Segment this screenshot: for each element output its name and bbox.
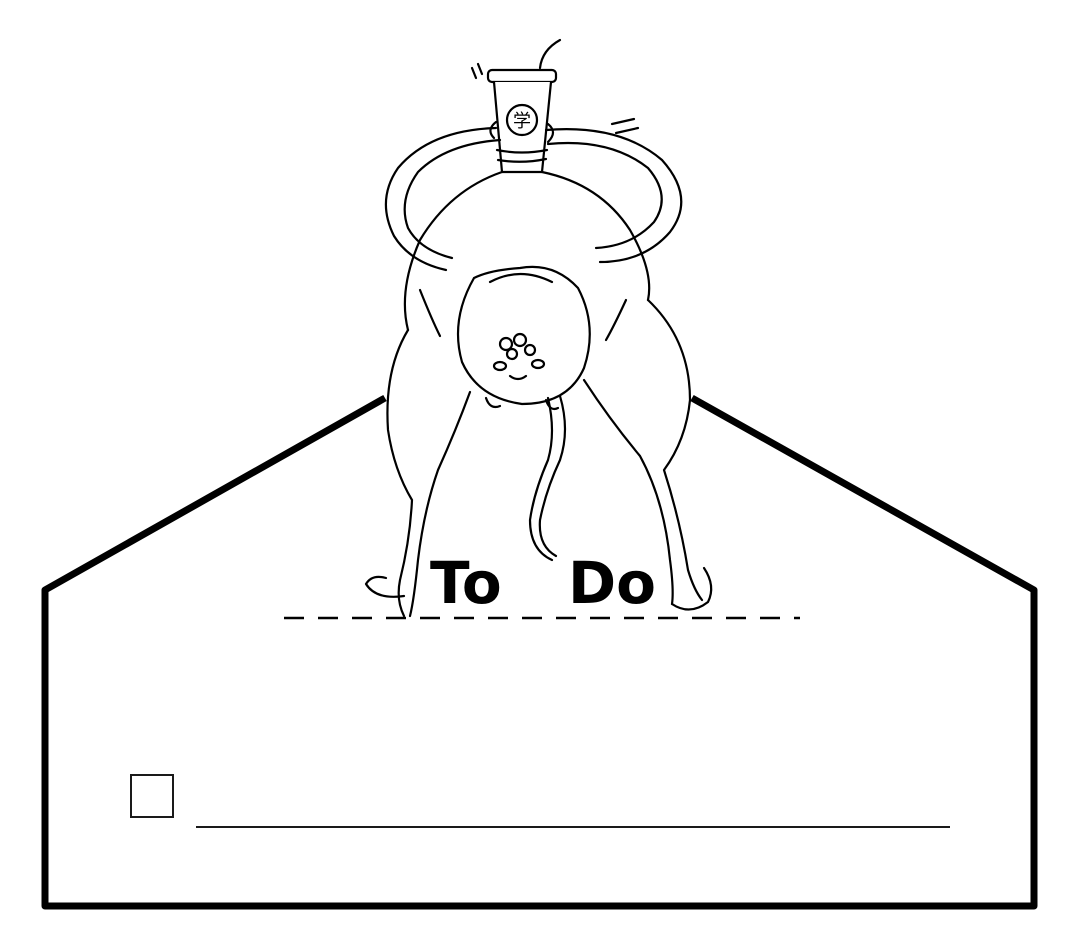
heading-word-to: To bbox=[430, 549, 502, 617]
torso bbox=[403, 170, 504, 332]
cup-head bbox=[470, 38, 640, 174]
task-checkbox[interactable] bbox=[130, 774, 174, 818]
task-entry-input[interactable] bbox=[196, 808, 950, 828]
creature-figure bbox=[364, 38, 713, 618]
right-leg bbox=[646, 298, 704, 602]
tail bbox=[538, 394, 567, 558]
left-leg bbox=[386, 328, 414, 618]
cup-emblem: 学 bbox=[513, 111, 531, 132]
house-frame bbox=[41, 394, 1038, 910]
belly bbox=[456, 265, 591, 406]
heading-word-do: Do bbox=[568, 549, 656, 617]
left-arm bbox=[384, 126, 498, 272]
